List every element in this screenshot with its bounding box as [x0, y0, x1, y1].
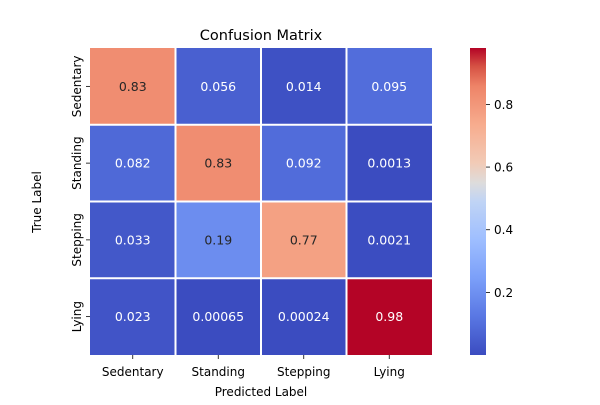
- x-axis-label: Predicted Label: [215, 385, 308, 399]
- y-tick-label-3: Lying: [70, 301, 84, 332]
- x-tick-label-0: Sedentary: [102, 365, 164, 379]
- y-tick-label-2: Stepping: [70, 213, 84, 267]
- cell-0-0: [90, 48, 176, 125]
- cell-2-0: [90, 201, 176, 279]
- y-axis-label: True Label: [30, 171, 44, 234]
- cell-label-0-3: 0.095: [371, 79, 407, 94]
- colorbar-tick-label-3: 0.8: [494, 98, 513, 112]
- chart-title: Confusion Matrix: [200, 28, 323, 44]
- heatmap-grid: [90, 48, 432, 355]
- cell-0-2: [261, 48, 347, 125]
- x-axis-ticks: Sedentary Standing Stepping Lying: [102, 355, 405, 379]
- x-tick-label-1: Standing: [192, 365, 245, 379]
- cell-label-1-3: 0.0013: [367, 156, 411, 171]
- cell-label-2-0: 0.033: [115, 232, 151, 247]
- x-tick-label-2: Stepping: [277, 365, 331, 379]
- cell-2-2: [261, 201, 347, 279]
- cell-label-2-2: 0.77: [290, 232, 318, 247]
- y-tick-label-1: Standing: [70, 136, 84, 189]
- y-tick-label-0: Sedentary: [70, 56, 84, 118]
- cell-3-2: [261, 278, 347, 355]
- cell-label-0-2: 0.014: [286, 79, 322, 94]
- cell-label-0-1: 0.056: [200, 79, 236, 94]
- cell-label-2-1: 0.19: [204, 232, 232, 247]
- cell-3-3: [346, 278, 432, 355]
- y-axis-ticks: Sedentary Standing Stepping Lying: [70, 56, 90, 332]
- cell-2-3: [346, 201, 432, 279]
- colorbar: [470, 48, 486, 355]
- cell-1-3: [346, 124, 432, 202]
- heatmap-cells: 0.83 0.056 0.014 0.095 0.082 0.83 0.092 0.0013 0…: [90, 48, 432, 355]
- cell-label-3-3: 0.98: [375, 309, 403, 324]
- x-tick-label-3: Lying: [374, 365, 405, 379]
- cell-label-1-2: 0.092: [286, 156, 322, 171]
- colorbar-ticks: 0.2 0.4 0.6 0.8: [486, 98, 513, 300]
- cell-label-1-1: 0.83: [204, 156, 232, 171]
- cell-label-3-1: 0.00065: [192, 309, 244, 324]
- cell-0-3: [346, 48, 432, 125]
- cell-label-2-3: 0.0021: [367, 232, 411, 247]
- cell-3-1: [175, 278, 261, 355]
- colorbar-tick-label-1: 0.4: [494, 223, 513, 237]
- cell-0-1: [175, 48, 261, 125]
- cell-label-3-0: 0.023: [115, 309, 151, 324]
- cell-2-1: [175, 201, 261, 279]
- cell-3-0: [90, 278, 176, 355]
- cell-label-1-0: 0.082: [115, 156, 151, 171]
- cell-label-0-0: 0.83: [119, 79, 147, 94]
- cell-1-1: [175, 124, 261, 202]
- cell-1-0: [90, 124, 176, 202]
- colorbar-tick-label-0: 0.2: [494, 286, 513, 300]
- cell-label-3-2: 0.00024: [278, 309, 330, 324]
- cell-1-2: [261, 124, 347, 202]
- colorbar-tick-label-2: 0.6: [494, 161, 513, 175]
